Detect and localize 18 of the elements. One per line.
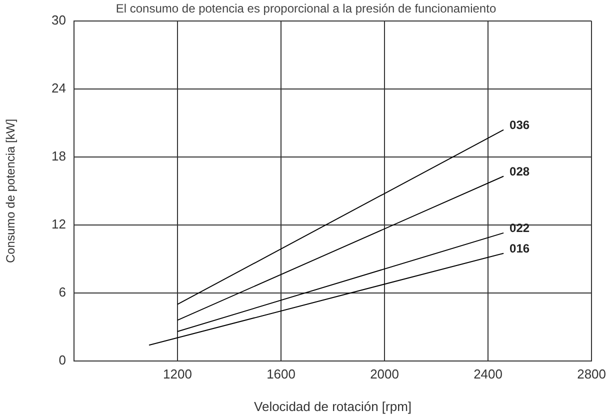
y-axis-title: Consumo de potencia [kW] bbox=[4, 118, 18, 264]
y-tick-label: 24 bbox=[52, 80, 66, 96]
x-tick-label: 1200 bbox=[163, 366, 192, 382]
series-label: 022 bbox=[510, 221, 530, 236]
chart-title: El consumo de potencia es proporcional a la presión de funcionamiento bbox=[116, 1, 496, 16]
x-tick-label: 1600 bbox=[266, 366, 296, 382]
y-tick-label: 18 bbox=[52, 148, 66, 164]
x-tick-label: 2000 bbox=[370, 366, 399, 382]
series-label: 028 bbox=[510, 164, 530, 179]
y-tick-label: 0 bbox=[58, 352, 66, 368]
x-tick-label: 2400 bbox=[474, 366, 502, 382]
x-axis-title: Velocidad de rotación [rpm] bbox=[254, 398, 412, 414]
y-tick-label: 30 bbox=[52, 12, 66, 28]
x-tick-label: 2800 bbox=[577, 366, 606, 382]
series-label: 036 bbox=[510, 118, 530, 132]
y-tick-label: 6 bbox=[58, 284, 66, 300]
series-label: 016 bbox=[510, 242, 530, 256]
y-tick-label: 12 bbox=[52, 216, 66, 232]
